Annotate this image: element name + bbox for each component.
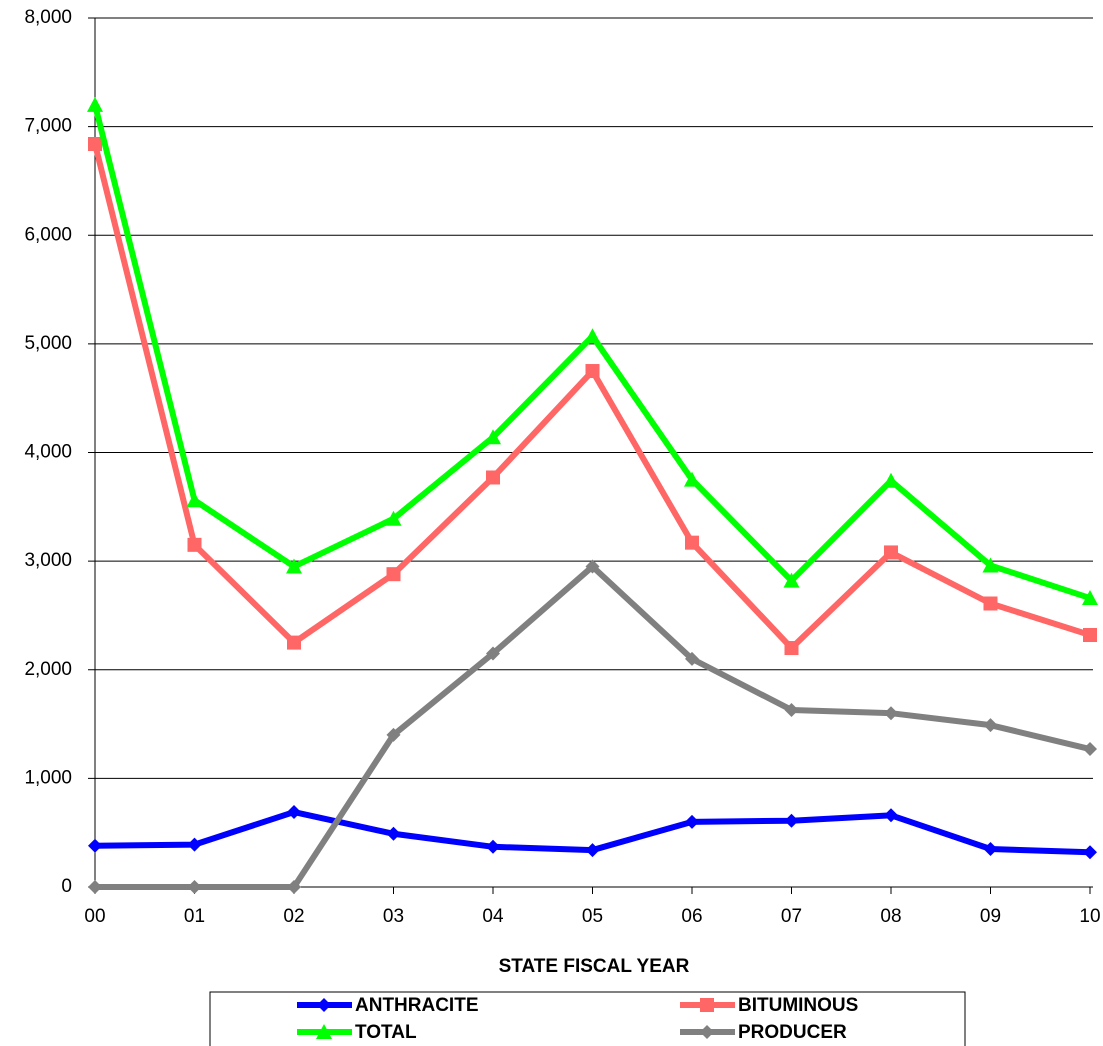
data-point (684, 471, 700, 487)
x-tick-label: 04 (482, 906, 504, 927)
y-tick-label: 7,000 (24, 116, 72, 137)
data-point (186, 492, 203, 508)
data-point (287, 880, 301, 894)
data-point (187, 837, 202, 852)
y-tick-label: 1,000 (24, 767, 72, 788)
data-point (784, 813, 799, 828)
y-tick-label: 0 (61, 876, 72, 897)
data-point (386, 727, 401, 742)
x-tick-label: 09 (980, 906, 1001, 927)
legend-marker (316, 1024, 332, 1039)
legend-label: ANTHRACITE (355, 995, 479, 1016)
data-point (585, 364, 600, 379)
data-point (783, 572, 800, 588)
data-point (1082, 590, 1098, 606)
data-point (486, 839, 500, 854)
data-point (386, 826, 401, 841)
data-point (1083, 742, 1097, 757)
data-point (685, 651, 699, 666)
data-point (1083, 845, 1097, 860)
legend-label: BITUMINOUS (738, 995, 858, 1016)
data-point (685, 814, 699, 829)
data-point (485, 429, 501, 445)
series-line (95, 563, 1091, 890)
x-tick-label: 06 (681, 906, 702, 927)
x-tick-label: 01 (184, 906, 205, 927)
legend-marker (317, 998, 331, 1012)
legend-label: TOTAL (355, 1022, 417, 1043)
data-point (585, 843, 600, 858)
data-point (287, 805, 301, 820)
data-point (1083, 627, 1097, 642)
data-point (884, 706, 898, 721)
data-point (584, 328, 601, 344)
data-point (187, 537, 202, 552)
legend-marker (700, 998, 714, 1012)
x-tick-label: 10 (1079, 906, 1100, 927)
data-point (983, 596, 998, 611)
x-tick-label: 02 (283, 906, 304, 927)
data-point (287, 635, 301, 650)
data-point (784, 641, 799, 656)
legend-marker (700, 1025, 714, 1039)
legend-label: PRODUCER (738, 1022, 847, 1043)
x-tick-label: 08 (880, 906, 901, 927)
data-point (386, 567, 401, 582)
data-point (983, 718, 998, 733)
data-point (982, 557, 999, 573)
data-point (884, 808, 898, 823)
x-tick-label: 07 (781, 906, 802, 927)
data-point (385, 510, 402, 526)
y-tick-label: 6,000 (24, 224, 72, 245)
data-point (983, 841, 998, 856)
y-tick-label: 3,000 (24, 550, 72, 571)
data-point (87, 96, 103, 112)
data-point (88, 137, 102, 152)
data-point (486, 646, 500, 661)
data-point (585, 559, 600, 574)
x-axis-label: STATE FISCAL YEAR (499, 956, 690, 977)
data-point (784, 702, 799, 717)
x-tick-label: 05 (582, 906, 603, 927)
y-tick-label: 8,000 (24, 7, 72, 28)
data-point (883, 472, 899, 488)
y-tick-label: 4,000 (24, 442, 72, 463)
legend-box (209, 991, 966, 1046)
y-tick-label: 5,000 (24, 333, 72, 354)
y-tick-label: 2,000 (24, 659, 72, 680)
data-point (286, 558, 302, 574)
x-tick-label: 03 (383, 906, 404, 927)
data-point (88, 838, 102, 853)
data-point (884, 545, 898, 560)
x-tick-label: 00 (84, 906, 105, 927)
data-point (685, 535, 699, 550)
data-point (187, 880, 202, 894)
data-point (486, 470, 500, 485)
series-line (92, 104, 1091, 601)
data-point (88, 880, 102, 894)
